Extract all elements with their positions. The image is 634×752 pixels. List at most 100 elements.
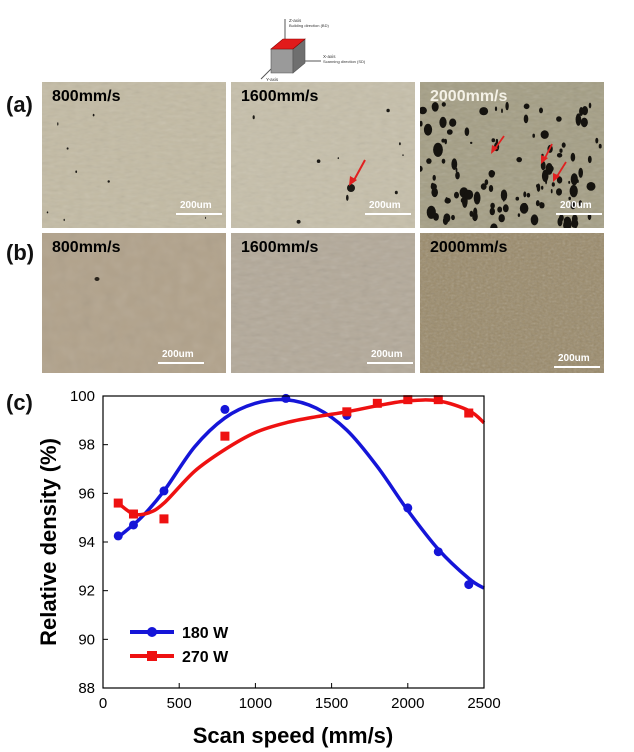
pore [66, 147, 69, 150]
build-direction-diagram: Z-axis Building direction (BD) X-axis Sc… [260, 18, 366, 82]
pore [432, 174, 436, 181]
data-point-270 [433, 395, 443, 405]
speed-label: 800mm/s [52, 88, 121, 105]
data-point-270 [464, 408, 474, 418]
speed-label: 2000mm/s [430, 239, 508, 256]
pore [556, 188, 562, 196]
pore [346, 194, 349, 201]
pore [539, 202, 544, 209]
y-tick-label: 88 [78, 680, 95, 697]
pore [454, 191, 459, 199]
pore [347, 184, 355, 192]
speed-label: 1600mm/s [241, 88, 319, 105]
pore [473, 191, 481, 205]
row-b-label: (b) [6, 240, 35, 265]
pore-arrow [352, 159, 366, 183]
plot-frame [102, 395, 485, 689]
micrograph-b-800: 800mm/s 200um [42, 233, 226, 373]
legend-label-180: 180 W [182, 625, 229, 642]
pore [446, 129, 453, 135]
pore [464, 189, 474, 200]
scale-bar-line [176, 213, 222, 215]
pore [107, 180, 110, 183]
pore [539, 107, 543, 114]
pore [570, 173, 578, 186]
y-axis-label: Y-axis [266, 77, 279, 82]
pore [556, 176, 563, 184]
x-tick-label: 1000 [239, 695, 272, 712]
x-tick-label: 500 [167, 695, 192, 712]
y-axis-title: Relative density (%) [36, 438, 61, 646]
scale-bar-label: 200um [560, 200, 592, 211]
pore [576, 179, 579, 183]
pore [470, 141, 473, 144]
pore [441, 158, 446, 164]
pore [523, 103, 530, 110]
pore [570, 201, 576, 210]
pore [578, 200, 583, 207]
pore [490, 170, 496, 176]
pore [46, 211, 49, 214]
pore [92, 113, 95, 117]
pore [420, 120, 423, 127]
pore [571, 214, 578, 224]
pore [578, 167, 583, 178]
pore [444, 197, 451, 204]
scale-bar-label: 200um [369, 200, 401, 211]
scale-bar-line [554, 366, 600, 368]
pore [557, 217, 563, 227]
micrograph-b-1600: 1600mm/s 200um [231, 233, 415, 373]
pore [551, 182, 555, 187]
micrograph-b-2000: 2000mm/s 200um [420, 233, 604, 373]
legend-marker-270 [147, 651, 157, 661]
pore [556, 116, 562, 122]
pore [75, 170, 78, 173]
legend-label-270: 270 W [182, 649, 229, 666]
pore [498, 214, 505, 223]
pore [598, 143, 602, 149]
legend-marker-180 [147, 627, 157, 637]
data-point-270 [220, 431, 230, 441]
scale-bar: 200um [176, 200, 222, 215]
pore [394, 190, 398, 195]
micrograph-texture [231, 233, 415, 373]
pore [426, 205, 436, 219]
pore [490, 202, 495, 209]
pore [296, 219, 301, 224]
pore [423, 123, 433, 136]
pore [540, 130, 549, 139]
pore [581, 106, 588, 116]
pore [205, 216, 207, 219]
pore [451, 158, 458, 170]
pore [480, 183, 487, 190]
cube-front-face [270, 48, 294, 74]
pore [550, 189, 553, 194]
pore [502, 204, 509, 213]
pore [586, 182, 596, 191]
pore [399, 142, 401, 146]
pore [530, 214, 539, 226]
pore-arrow-head [491, 145, 498, 154]
x-axis-title: Scan speed (mm/s) [193, 723, 394, 748]
scale-bar-line [158, 362, 204, 364]
data-point-180 [128, 520, 138, 530]
pore [491, 138, 496, 143]
pore [337, 157, 339, 160]
pore [516, 157, 522, 163]
pore [441, 138, 446, 143]
pore [420, 165, 423, 172]
row-a-label: (a) [6, 92, 33, 117]
pore [494, 106, 498, 112]
pore [433, 142, 443, 157]
pore [455, 167, 458, 173]
pore [595, 137, 599, 144]
pore [568, 196, 571, 201]
pore [449, 118, 457, 127]
pore [561, 142, 566, 148]
pore [568, 180, 571, 184]
pore [532, 133, 535, 138]
pore [563, 219, 572, 228]
cube-top-face [270, 38, 306, 50]
pore-arrow-head [541, 155, 548, 164]
scale-bar: 200um [365, 200, 411, 215]
